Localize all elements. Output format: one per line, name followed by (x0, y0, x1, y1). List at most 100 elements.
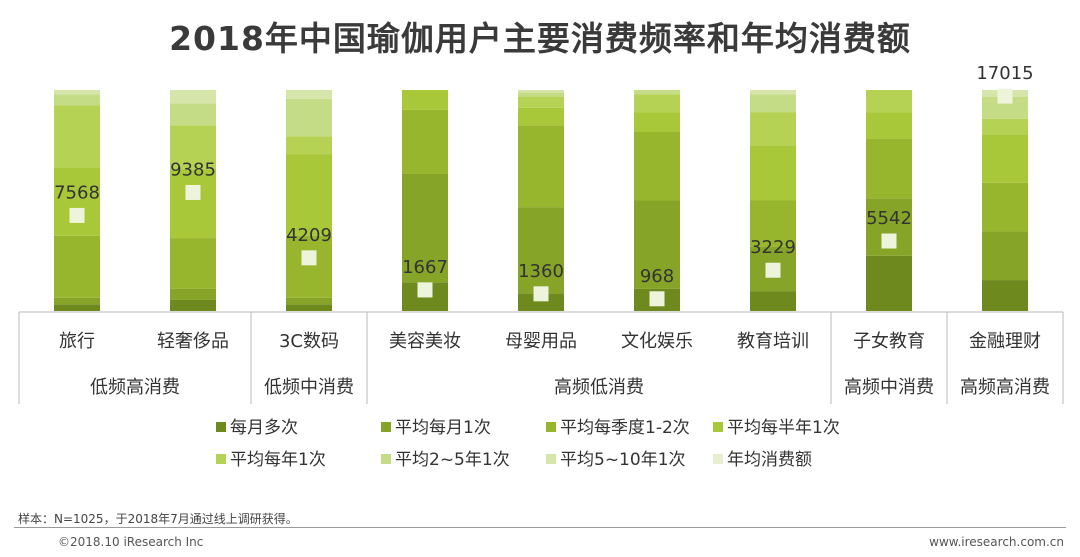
annual-spend-layer: 7568 9385 4209 1667 1360 968 3229 5542 17015 (54, 63, 1034, 307)
annual-spend-label: 4209 (286, 225, 332, 246)
bar-segment (982, 182, 1028, 232)
bar-segment (866, 138, 912, 199)
annual-spend-label: 9385 (170, 159, 216, 180)
bar-segment (982, 134, 1028, 183)
bar-segment (402, 173, 448, 283)
bar-stack (170, 90, 216, 311)
legend-item: 平均每半年1次 (713, 418, 840, 438)
bar-segment (750, 145, 796, 201)
group-label: 低频中消费 (264, 377, 354, 398)
category-label: 教育培训 (737, 331, 809, 352)
bar-stack (866, 90, 912, 311)
category-label: 轻奢侈品 (157, 331, 229, 352)
bar-segment (518, 293, 564, 311)
legend-label: 平均5~10年1次 (560, 450, 686, 470)
bar-segment (54, 167, 100, 236)
bar-stack (982, 90, 1028, 311)
bar-segment (750, 94, 796, 113)
category-label: 子女教育 (853, 331, 925, 352)
category-label: 金融理财 (969, 331, 1041, 352)
bar-segment (54, 235, 100, 298)
annual-spend-marker (301, 250, 317, 266)
legend-label: 平均每年1次 (230, 450, 326, 470)
bar-segment (170, 238, 216, 289)
annual-spend-marker (69, 207, 85, 223)
category-label: 母婴用品 (505, 331, 577, 352)
bar-segment (518, 90, 564, 93)
legend-item: 平均每月1次 (381, 418, 491, 438)
category-label: 3C数码 (279, 331, 339, 352)
bars-layer (54, 90, 1028, 311)
category-label: 美容美妆 (389, 331, 461, 352)
bar-segment (518, 125, 564, 208)
annual-spend-marker (417, 282, 433, 298)
bar-segment (402, 90, 448, 110)
bar-segment (170, 90, 216, 104)
bar-segment (286, 154, 332, 236)
bar-segment (518, 207, 564, 294)
bar-segment (518, 92, 564, 97)
bar-stack (402, 90, 448, 311)
legend-swatch (381, 422, 391, 432)
bar-segment (982, 96, 1028, 119)
legend-item: 平均每年1次 (216, 450, 326, 470)
legend-swatch (216, 422, 226, 432)
bar-segment (170, 103, 216, 126)
bar-segment (54, 105, 100, 168)
bar-segment (286, 98, 332, 137)
bar-segment (286, 136, 332, 155)
legend-swatch (381, 454, 391, 464)
bar-segment (170, 169, 216, 239)
legend-item: 平均2~5年1次 (381, 450, 510, 470)
legend-label: 平均2~5年1次 (395, 450, 510, 470)
bar-segment (518, 107, 564, 126)
legend-label: 平均每季度1-2次 (560, 418, 690, 438)
annual-spend-label: 968 (640, 266, 674, 287)
bar-segment (170, 288, 216, 300)
legend-swatch (713, 422, 723, 432)
bar-segment (54, 297, 100, 305)
annual-spend-marker (881, 233, 897, 249)
bar-segment (750, 112, 796, 146)
legend-item: 年均消费额 (713, 450, 812, 470)
bar-segment (750, 90, 796, 95)
bar-segment (982, 118, 1028, 135)
bar-segment (286, 90, 332, 99)
legend-item: 平均5~10年1次 (546, 450, 686, 470)
bar-segment (982, 280, 1028, 311)
group-label: 高频中消费 (844, 377, 934, 398)
bar-segment (634, 131, 680, 201)
bar-stack (286, 90, 332, 311)
annual-spend-marker (649, 291, 665, 307)
legend-item: 每月多次 (216, 418, 298, 438)
bar-segment (866, 90, 912, 113)
annual-spend-label: 1360 (518, 261, 564, 282)
bar-segment (750, 200, 796, 247)
bar-segment (634, 112, 680, 132)
bar-stack (634, 90, 680, 311)
bar-segment (634, 90, 680, 95)
legend-swatch (546, 454, 556, 464)
copyright-text: ©2018.10 iResearch Inc (58, 535, 204, 549)
category-label: 文化娱乐 (621, 331, 693, 352)
bar-segment (866, 255, 912, 311)
bar-segment (402, 109, 448, 174)
annual-spend-marker (533, 286, 549, 302)
legend-swatch (713, 454, 723, 464)
annual-spend-label: 3229 (750, 237, 796, 258)
sample-note: 样本：N=1025，于2018年7月通过线上调研获得。 (18, 512, 298, 526)
bar-stack (750, 90, 796, 311)
bar-segment (866, 112, 912, 139)
annual-spend-label: 5542 (866, 208, 912, 229)
bar-segment (982, 231, 1028, 281)
group-label: 高频高消费 (960, 377, 1050, 398)
legend-label: 每月多次 (230, 418, 298, 438)
annual-spend-marker (185, 184, 201, 200)
legend-label: 平均每半年1次 (727, 418, 840, 438)
category-label: 旅行 (59, 331, 95, 352)
bar-segment (54, 94, 100, 106)
legend-label: 年均消费额 (727, 450, 812, 470)
annual-spend-label: 1667 (402, 257, 448, 278)
